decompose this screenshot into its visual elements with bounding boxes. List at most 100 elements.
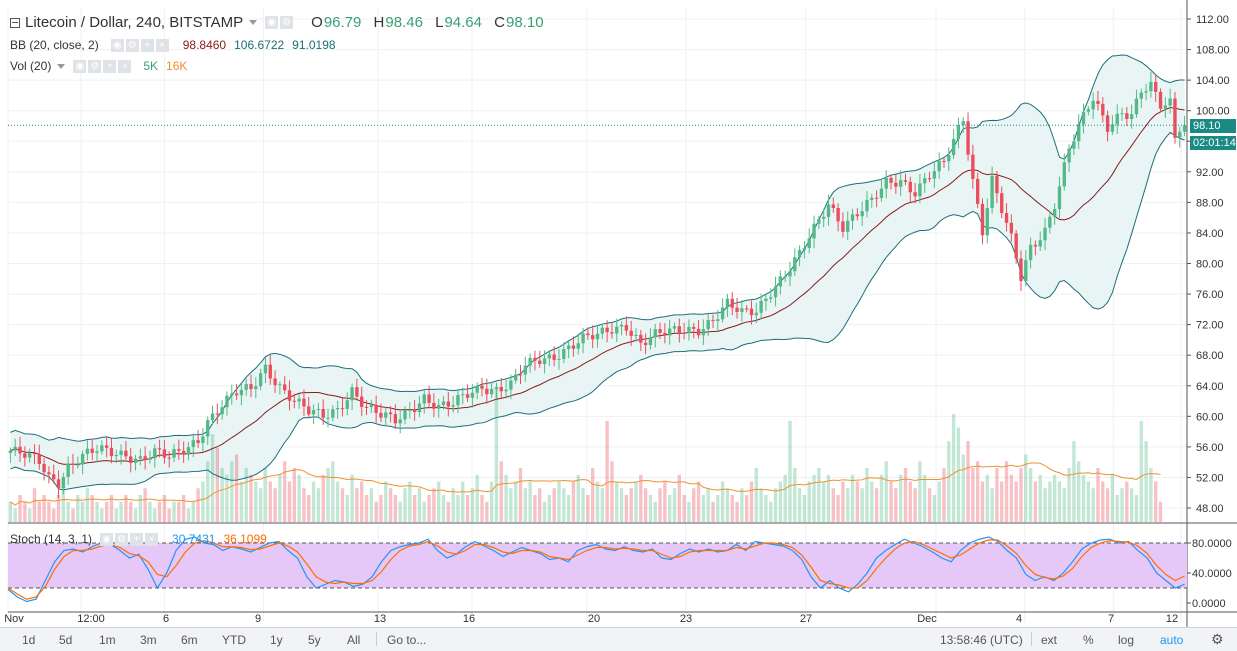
percent-toggle[interactable]: %	[1083, 633, 1094, 647]
gear-icon[interactable]: ⚙	[280, 16, 294, 29]
close-icon[interactable]: ×	[145, 532, 159, 546]
range-1y[interactable]: 1y	[270, 633, 283, 647]
price-tick-label: 84.00	[1196, 228, 1224, 240]
plus-icon[interactable]: +	[140, 38, 154, 52]
volume-bar	[13, 508, 17, 522]
chevron-down-icon[interactable]	[249, 20, 258, 25]
close-icon[interactable]: ×	[118, 59, 132, 73]
gear-icon[interactable]: ⚙	[88, 59, 102, 73]
candle-body	[528, 357, 532, 366]
volume-bar	[335, 481, 340, 522]
volume-bar	[826, 474, 831, 522]
volume-bar	[966, 441, 970, 522]
volume-bar	[273, 488, 277, 522]
range-1m[interactable]: 1m	[99, 633, 116, 647]
volume-label[interactable]: Vol (20)	[10, 59, 52, 73]
volume-bar	[1024, 454, 1028, 522]
volume-bar	[100, 508, 104, 522]
candle-body	[571, 345, 576, 349]
volume-bar	[903, 468, 908, 522]
gear-icon[interactable]: ⚙	[125, 38, 139, 52]
volume-bar	[841, 481, 845, 522]
range-all[interactable]: All	[347, 633, 361, 647]
candle-body	[701, 329, 706, 336]
gear-icon[interactable]: ⚙	[1211, 631, 1224, 647]
range-5d[interactable]: 5d	[59, 633, 73, 647]
volume-bar	[153, 508, 157, 522]
volume-bar	[504, 474, 508, 522]
candle-body	[923, 178, 927, 184]
volume-bar	[66, 501, 70, 522]
range-ytd[interactable]: YTD	[222, 633, 246, 647]
volume-bar	[1062, 488, 1066, 522]
candle-body	[672, 326, 677, 329]
time-tick-label: Nov	[4, 613, 24, 625]
chevron-down-icon[interactable]	[57, 63, 66, 69]
candle-body	[566, 345, 571, 350]
candle-body	[759, 300, 763, 313]
symbol-title[interactable]: Litecoin / Dollar, 240, BITSTAMP	[25, 14, 244, 31]
ext-toggle[interactable]: ext	[1041, 633, 1058, 647]
volume-bar	[677, 474, 681, 522]
volume-bar	[292, 468, 297, 522]
volume-bar	[321, 474, 325, 522]
range-6m[interactable]: 6m	[181, 633, 198, 647]
close-icon[interactable]: ×	[155, 38, 169, 52]
candle-body	[653, 329, 657, 338]
volume-bar	[971, 468, 975, 522]
candle-body	[499, 386, 503, 392]
auto-toggle[interactable]: auto	[1160, 633, 1184, 647]
volume-bar	[547, 495, 552, 522]
range-5y[interactable]: 5y	[308, 633, 321, 647]
candle-body	[302, 398, 306, 407]
volume-bar	[196, 488, 200, 522]
volume-bar	[32, 488, 37, 522]
eye-icon[interactable]: ◉	[100, 532, 114, 546]
candle-body	[470, 392, 475, 398]
candle-body	[1033, 244, 1038, 247]
candle-body	[186, 447, 191, 455]
volume-bar	[23, 501, 27, 522]
volume-bar	[687, 501, 691, 522]
candle-body	[37, 454, 41, 464]
volume-bar	[340, 488, 345, 522]
candle-body	[884, 177, 888, 189]
volume-bar	[412, 495, 417, 522]
volume-bar	[1009, 474, 1014, 522]
volume-bar	[162, 495, 167, 522]
bollinger-upper-value: 106.6722	[234, 38, 285, 52]
candle-body	[143, 456, 147, 460]
candle-body	[591, 335, 595, 340]
candle-body	[273, 378, 277, 386]
range-3m[interactable]: 3m	[140, 633, 157, 647]
candle-body	[533, 357, 537, 361]
candle-body	[1086, 109, 1091, 112]
volume-bar	[1158, 501, 1163, 522]
plus-icon[interactable]: +	[130, 532, 144, 546]
eye-icon[interactable]: ◉	[265, 16, 279, 29]
candle-body	[749, 308, 754, 316]
log-toggle[interactable]: log	[1118, 633, 1135, 647]
stochastic-k-value: 30.7431	[172, 532, 216, 546]
stochastic-label[interactable]: Stoch (14, 3, 1)	[10, 532, 93, 546]
volume-bar	[980, 481, 985, 522]
gear-icon[interactable]: ⚙	[115, 532, 129, 546]
candle-body	[874, 197, 879, 199]
goto-button[interactable]: Go to...	[387, 633, 427, 647]
eye-icon[interactable]: ◉	[110, 38, 124, 52]
candle-body	[1038, 240, 1042, 247]
volume-bar	[27, 508, 32, 522]
volume-bar	[932, 495, 937, 522]
candle-body	[764, 298, 768, 301]
volume-bar	[76, 495, 80, 522]
plus-icon[interactable]: +	[103, 59, 117, 73]
eye-icon[interactable]: ◉	[73, 59, 87, 73]
collapse-icon[interactable]	[10, 17, 20, 28]
volume-bar	[898, 474, 903, 522]
bollinger-label[interactable]: BB (20, close, 2)	[10, 38, 99, 52]
volume-bar	[923, 474, 927, 522]
range-1d[interactable]: 1d	[22, 633, 36, 647]
volume-bar	[1129, 488, 1134, 522]
candle-body	[913, 192, 917, 197]
